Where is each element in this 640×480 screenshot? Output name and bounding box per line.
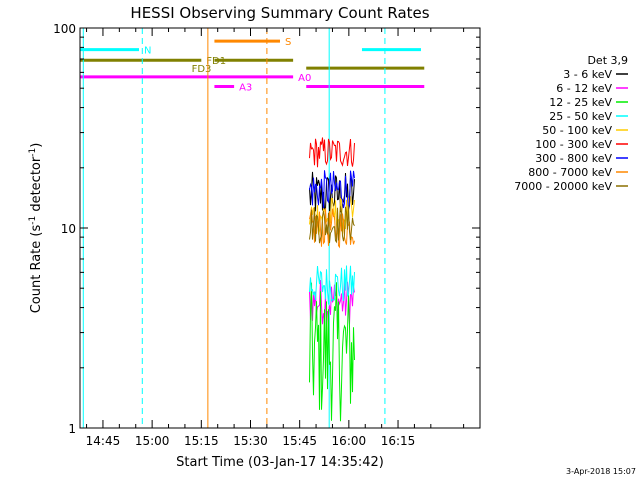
- y-tick-label: 1: [68, 422, 76, 436]
- legend-entry-label: 800 - 7000 keV: [528, 166, 612, 179]
- series-line: [309, 282, 355, 422]
- flag-label: FD1: [206, 56, 226, 67]
- flag-label: FD3: [192, 64, 212, 75]
- x-axis: 14:45 15:00 15:15 15:30 15:45 16:00 16:15: [86, 28, 481, 448]
- series-line: [309, 170, 355, 210]
- series-line: [309, 208, 355, 249]
- x-tick-label: 15:15: [184, 434, 219, 448]
- x-tick-label: 15:00: [135, 434, 170, 448]
- legend-title: Det 3,9: [587, 54, 628, 67]
- legend-entry-label: 3 - 6 keV: [563, 68, 612, 81]
- series-line: [309, 195, 355, 235]
- legend-entry-label: 50 - 100 keV: [542, 124, 612, 137]
- flag-label: S: [285, 37, 291, 48]
- x-tick-label: 15:45: [282, 434, 317, 448]
- legend-entry-label: 6 - 12 keV: [556, 82, 612, 95]
- chart-title: HESSI Observing Summary Count Rates: [130, 4, 429, 22]
- y-tick-label: 10: [61, 222, 76, 236]
- series-layer: [309, 137, 355, 422]
- flag-label: A0: [298, 73, 311, 84]
- legend-entry-label: 12 - 25 keV: [549, 96, 612, 109]
- legend-entry-label: 7000 - 20000 keV: [514, 180, 612, 193]
- legend-entry-label: 100 - 300 keV: [535, 138, 612, 151]
- legend-entry-label: 25 - 50 keV: [549, 110, 612, 123]
- x-axis-label: Start Time (03-Jan-17 14:35:42): [176, 455, 384, 470]
- x-tick-label: 16:00: [332, 434, 367, 448]
- series-line: [309, 265, 355, 305]
- series-line: [309, 137, 355, 168]
- y-axis: 100 10 1: [53, 22, 480, 436]
- y-tick-label: 100: [53, 22, 76, 36]
- series-line: [309, 205, 355, 244]
- footer-timestamp: 3-Apr-2018 15:07: [566, 467, 636, 476]
- x-tick-label: 14:45: [86, 434, 121, 448]
- y-axis-label: Count Rate (s-1 detector-1): [28, 143, 44, 314]
- x-tick-label: 16:15: [381, 434, 416, 448]
- x-tick-label: 15:30: [233, 434, 268, 448]
- legend-entry-label: 300 - 800 keV: [535, 152, 612, 165]
- flag-label: A3: [239, 82, 252, 93]
- flag-label: N: [144, 46, 151, 57]
